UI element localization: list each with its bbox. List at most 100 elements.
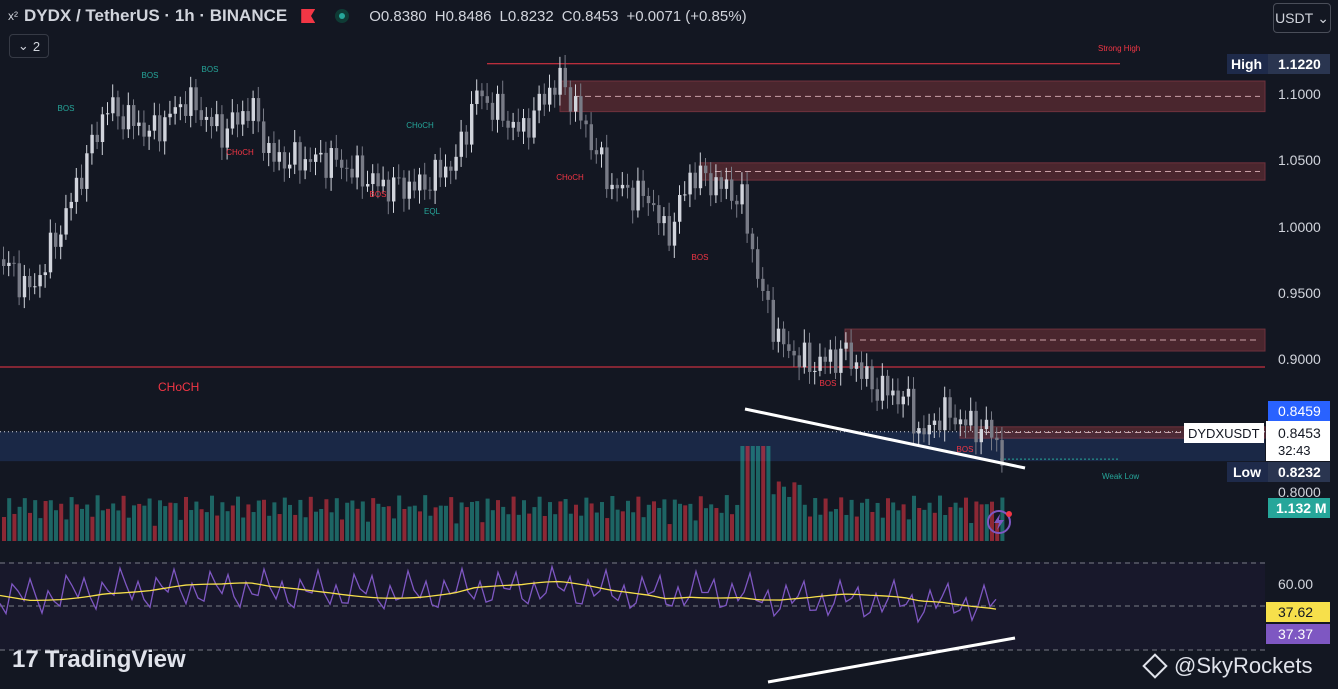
volume-bar xyxy=(329,512,334,541)
low-value: 0.8232 xyxy=(1278,464,1321,480)
candle-body xyxy=(667,216,671,246)
weak-low-label: Weak Low xyxy=(1102,472,1139,481)
volume-bar xyxy=(953,502,958,541)
volume-bar xyxy=(901,504,906,541)
candle-body xyxy=(137,122,141,126)
volume-bar xyxy=(392,518,396,541)
volume-bar xyxy=(990,501,994,541)
candle-body xyxy=(215,114,219,127)
watermark: @SkyRockets xyxy=(1142,653,1312,679)
ohlc-low: L0.8232 xyxy=(499,7,554,25)
candle-body xyxy=(553,87,557,95)
candle-body xyxy=(969,410,973,426)
candle-body xyxy=(475,90,479,104)
volume-bar xyxy=(282,497,287,541)
candle-body xyxy=(251,98,255,121)
volume-bar xyxy=(454,523,459,541)
candle-body xyxy=(116,97,120,117)
volume-bar xyxy=(95,495,100,541)
chevron-down-icon: ⌄ xyxy=(17,38,29,53)
candle-body xyxy=(485,96,489,103)
volume-bar xyxy=(917,507,922,541)
candle-body xyxy=(168,113,172,118)
candle-body xyxy=(912,388,916,434)
currency-selector[interactable]: USDT ⌄ xyxy=(1273,3,1331,33)
candle-body xyxy=(782,328,786,345)
candle-body xyxy=(173,107,177,114)
candle-body xyxy=(704,165,708,174)
candle-body xyxy=(808,342,812,372)
volume-bar xyxy=(943,514,948,541)
volume-bar xyxy=(246,504,251,541)
volume-bar xyxy=(314,511,318,541)
candle-body xyxy=(376,173,380,187)
candle-body xyxy=(797,355,801,368)
volume-bar xyxy=(2,517,6,541)
volume-bar xyxy=(662,499,667,541)
low-label: Low xyxy=(1233,464,1261,480)
volume-bar xyxy=(412,505,417,541)
volume-bar xyxy=(184,496,188,541)
candle-body xyxy=(308,159,313,162)
indicator-toggle[interactable]: ⌄ 2 xyxy=(9,34,49,58)
candle-body xyxy=(563,67,567,88)
symbol-tag-bg xyxy=(1184,423,1264,443)
volume-bar xyxy=(470,501,474,541)
volume-bar xyxy=(355,508,360,541)
candle-body xyxy=(418,174,422,191)
volume-bar xyxy=(418,511,422,541)
candle-body xyxy=(974,410,978,443)
volume-bar xyxy=(969,522,974,541)
volume-bar xyxy=(766,446,771,541)
candle-body xyxy=(204,116,209,120)
candle-body xyxy=(948,397,952,418)
strong-high-label: Strong High xyxy=(1098,44,1140,53)
candle-body xyxy=(995,437,999,441)
symbol-tag: DYDXUSDT xyxy=(1188,426,1260,441)
candle-body xyxy=(360,155,365,187)
volume-bar xyxy=(870,511,875,541)
volume-bar xyxy=(496,500,500,541)
price-marker-bg xyxy=(1268,401,1330,421)
volume-bar xyxy=(558,501,563,541)
volume-bar xyxy=(80,508,84,541)
smc-label: BOS xyxy=(58,104,75,113)
volume-bar xyxy=(33,500,38,541)
candle-body xyxy=(454,156,458,171)
candle-body xyxy=(184,104,188,116)
candle-body xyxy=(80,177,84,189)
candle-body xyxy=(163,117,167,142)
candle-body xyxy=(402,177,406,199)
lightning-icon[interactable] xyxy=(987,510,1011,534)
candle-body xyxy=(194,87,198,111)
collapse-icon[interactable]: x² xyxy=(8,9,18,23)
volume-bar xyxy=(568,513,573,541)
volume-bar xyxy=(886,498,890,541)
candle-body xyxy=(568,87,573,112)
symbol-title[interactable]: DYDX / TetherUS · 1h · BINANCE xyxy=(24,6,288,25)
candle-body xyxy=(917,428,921,434)
volume-bar xyxy=(522,500,526,541)
flag-icon[interactable] xyxy=(301,9,316,23)
volume-bar xyxy=(641,517,646,541)
volume-bar xyxy=(215,515,220,541)
volume-bar xyxy=(860,502,864,541)
candle-body xyxy=(189,87,193,116)
volume-bar xyxy=(100,510,105,541)
candle-body xyxy=(444,166,448,178)
volume-bar xyxy=(787,496,792,541)
volume-tag: 1.132 M xyxy=(1276,500,1327,516)
volume-bar xyxy=(376,503,381,541)
volume-bar xyxy=(132,505,136,541)
indicator-count: 2 xyxy=(32,38,41,54)
volume-bar xyxy=(428,515,433,541)
tradingview-logo[interactable]: 17 TradingView xyxy=(12,646,186,674)
volume-bar xyxy=(927,502,932,541)
candle-body xyxy=(438,159,443,178)
volume-bar xyxy=(106,508,110,541)
volume-bar xyxy=(12,513,17,541)
volume-bar xyxy=(667,524,672,541)
candle-body xyxy=(506,120,510,128)
volume-bar xyxy=(288,504,292,541)
